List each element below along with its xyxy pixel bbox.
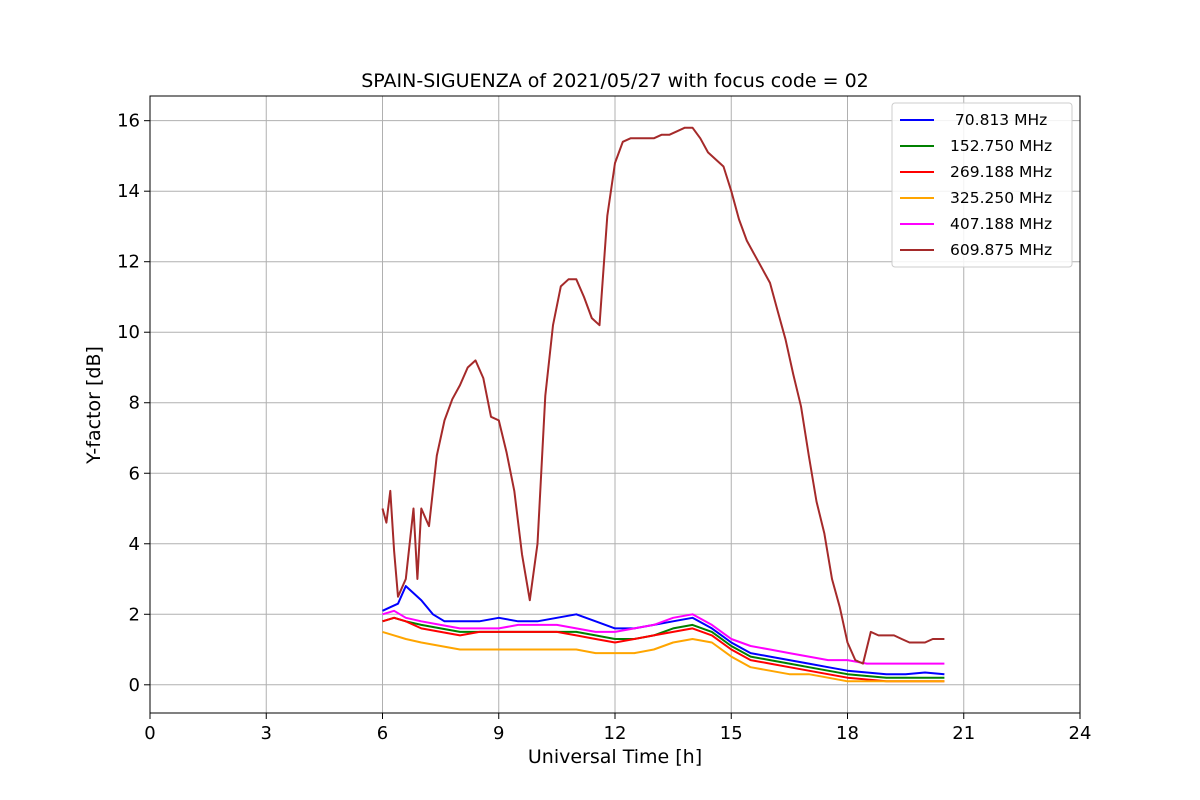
- series-line-0: [382, 585, 945, 676]
- legend-label-5: 609.875 MHz: [950, 241, 1052, 259]
- x-tick-label: 15: [720, 723, 743, 744]
- x-tick-label: 3: [261, 723, 272, 744]
- y-tick-label: 2: [129, 604, 140, 625]
- series-layer: [381, 126, 945, 683]
- y-tick-label: 0: [129, 675, 140, 696]
- y-tick-label: 10: [117, 322, 140, 343]
- series-line-5: [381, 126, 945, 665]
- legend-box: [891, 102, 1073, 268]
- y-tick-label: 16: [117, 111, 140, 132]
- legend-label-0: 70.813 MHz: [950, 111, 1047, 129]
- y-tick-label: 4: [129, 534, 140, 555]
- legend-label-4: 407.188 MHz: [950, 215, 1052, 233]
- x-tick-label: 21: [952, 723, 975, 744]
- y-tick-label: 12: [117, 252, 140, 273]
- x-axis-label: Universal Time [h]: [528, 746, 702, 768]
- series-line-4: [382, 609, 945, 665]
- legend-label-3: 325.250 MHz: [950, 189, 1052, 207]
- x-tick-label: 9: [493, 723, 504, 744]
- y-tick-label: 8: [129, 393, 140, 414]
- y-tick-label: 6: [129, 463, 140, 484]
- y-axis-label: Y-factor [dB]: [83, 346, 105, 465]
- series-line-3: [382, 630, 945, 683]
- y-tick-label: 14: [117, 181, 140, 202]
- chart-title: SPAIN-SIGUENZA of 2021/05/27 with focus …: [361, 70, 869, 92]
- x-tick-label: 12: [604, 723, 627, 744]
- x-tick-label: 6: [377, 723, 388, 744]
- legend: 70.813 MHz 152.750 MHz 269.188 MHz 325.250 …: [891, 102, 1073, 268]
- series-line-1: [382, 616, 945, 679]
- x-tick-label: 24: [1069, 723, 1092, 744]
- x-tick-label: 18: [836, 723, 859, 744]
- series-line-2: [382, 616, 945, 683]
- x-tick-label: 0: [144, 723, 155, 744]
- grid: [149, 96, 1081, 713]
- legend-label-1: 152.750 MHz: [950, 137, 1052, 155]
- legend-label-2: 269.188 MHz: [950, 163, 1052, 181]
